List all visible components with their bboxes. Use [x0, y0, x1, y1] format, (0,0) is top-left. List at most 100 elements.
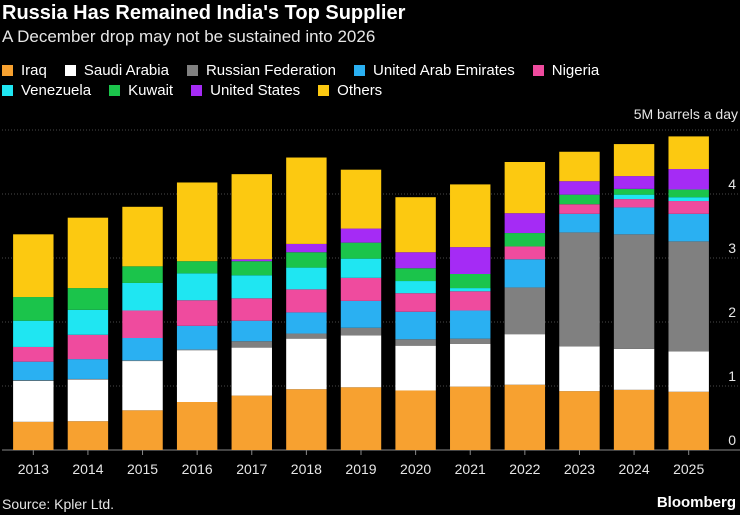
bar-segment-kuwait: [231, 261, 272, 276]
bar-segment-saudi-arabia: [13, 380, 54, 422]
bar-segment-venezuela: [340, 258, 382, 278]
bar-segment-others: [668, 136, 709, 170]
bar-segment-russian-federation: [559, 232, 600, 347]
bar-segment-kuwait: [504, 233, 546, 247]
bar-segment-saudi-arabia: [176, 350, 218, 402]
x-tick-label: 2023: [564, 461, 595, 477]
legend-item-iraq: Iraq: [2, 62, 47, 79]
bar-segment-united-states: [668, 169, 709, 190]
bar-segment-russian-federation: [613, 234, 655, 349]
bar-segment-kuwait: [559, 194, 600, 205]
bar-segment-venezuela: [286, 267, 327, 290]
x-tick-label: 2016: [182, 461, 213, 477]
bar-segment-kuwait: [286, 252, 327, 268]
x-tick-label: 2025: [673, 461, 704, 477]
legend-item-nigeria: Nigeria: [532, 62, 599, 79]
bar-segment-united-arab-emirates: [450, 310, 491, 339]
legend-row: Venezuela Kuwait United States Others: [2, 80, 738, 100]
bar-segment-nigeria: [122, 310, 163, 338]
bar-segment-iraq: [668, 391, 709, 450]
bar-segment-kuwait: [613, 188, 655, 195]
bar-segment-saudi-arabia: [668, 351, 709, 392]
bar-segment-venezuela: [395, 281, 436, 294]
source-note: Source: Kpler Ltd.: [2, 496, 115, 512]
bar-segment-venezuela: [668, 197, 709, 202]
x-tick-label: 2019: [345, 461, 376, 477]
bar-segment-venezuela: [450, 288, 491, 292]
bar-segment-others: [395, 197, 436, 253]
bar-segment-venezuela: [613, 194, 655, 200]
bar-segment-iraq: [231, 395, 272, 450]
bar-segment-nigeria: [176, 300, 218, 326]
bar-segment-russian-federation: [67, 378, 109, 380]
legend-swatch: [186, 64, 198, 76]
bar-segment-united-states: [613, 176, 655, 189]
legend-swatch: [64, 64, 76, 76]
bar-segment-others: [450, 184, 491, 248]
bar-segment-saudi-arabia: [450, 343, 491, 387]
legend-label: Venezuela: [21, 81, 92, 99]
y-tick-label: 4: [728, 176, 736, 192]
legend-label: United States: [210, 81, 301, 99]
chart-legend: Iraq Saudi Arabia Russian Federation United…: [2, 60, 738, 100]
bar-segment-iraq: [340, 387, 382, 450]
bar-segment-saudi-arabia: [231, 347, 272, 396]
legend-row: Iraq Saudi Arabia Russian Federation United…: [2, 60, 738, 80]
legend-label: Russian Federation: [205, 61, 337, 79]
legend-label: Kuwait: [128, 81, 174, 99]
bar-segment-united-arab-emirates: [13, 361, 54, 381]
bar-segment-others: [122, 206, 163, 267]
legend-swatch: [354, 64, 366, 76]
bar-segment-nigeria: [450, 291, 491, 311]
bar-segment-united-arab-emirates: [504, 259, 546, 288]
bloomberg-logo: Bloomberg: [656, 494, 736, 511]
bar-segment-venezuela: [231, 275, 272, 299]
bar-segment-russian-federation: [13, 380, 54, 381]
bar-segment-kuwait: [176, 261, 218, 274]
bar-segment-russian-federation: [668, 241, 709, 352]
legend-swatch: [2, 64, 13, 76]
bar-segment-united-states: [340, 228, 382, 243]
bar-segment-united-arab-emirates: [286, 312, 327, 334]
bar-segment-kuwait: [122, 266, 163, 283]
bar-segment-russian-federation: [231, 341, 272, 348]
bar-segment-united-arab-emirates: [67, 359, 109, 379]
bar-segment-kuwait: [668, 189, 709, 198]
bar-segment-saudi-arabia: [613, 348, 655, 390]
bar-segment-kuwait: [395, 268, 436, 282]
x-tick-label: 2018: [291, 461, 322, 477]
bar-segment-nigeria: [286, 289, 327, 313]
bar-segment-russian-federation: [340, 327, 382, 336]
bar-segment-russian-federation: [395, 339, 436, 346]
bar-segment-saudi-arabia: [504, 334, 546, 385]
bar-segment-saudi-arabia: [67, 379, 109, 422]
bar-segment-united-arab-emirates: [668, 213, 709, 242]
legend-label: Others: [337, 81, 383, 99]
bar-segment-saudi-arabia: [340, 335, 382, 388]
bar-segment-others: [67, 217, 109, 289]
legend-swatch: [2, 84, 13, 96]
x-tick-label: 2021: [455, 461, 486, 477]
legend-swatch: [109, 84, 121, 96]
bar-segment-united-arab-emirates: [613, 207, 655, 235]
bar-segment-nigeria: [613, 199, 655, 208]
bar-segment-iraq: [13, 421, 54, 450]
bar-segment-united-states: [231, 259, 272, 262]
legend-item-united-states: United States: [191, 82, 300, 99]
bar-segment-iraq: [613, 389, 655, 450]
legend-swatch: [318, 84, 330, 96]
legend-item-saudi-arabia: Saudi Arabia: [64, 62, 169, 79]
bar-segment-nigeria: [559, 204, 600, 214]
x-tick-label: 2014: [72, 461, 103, 477]
y-tick-label: 1: [728, 368, 736, 384]
bar-segment-iraq: [504, 384, 546, 450]
bar-segment-saudi-arabia: [559, 346, 600, 392]
legend-item-venezuela: Venezuela: [2, 82, 91, 99]
bar-segment-saudi-arabia: [395, 345, 436, 391]
x-tick-label: 2024: [618, 461, 649, 477]
bar-segment-kuwait: [67, 288, 109, 310]
bar-segment-iraq: [67, 421, 109, 450]
y-tick-label: 2: [728, 304, 736, 320]
bar-segment-others: [559, 151, 600, 182]
bar-segment-united-states: [559, 181, 600, 195]
